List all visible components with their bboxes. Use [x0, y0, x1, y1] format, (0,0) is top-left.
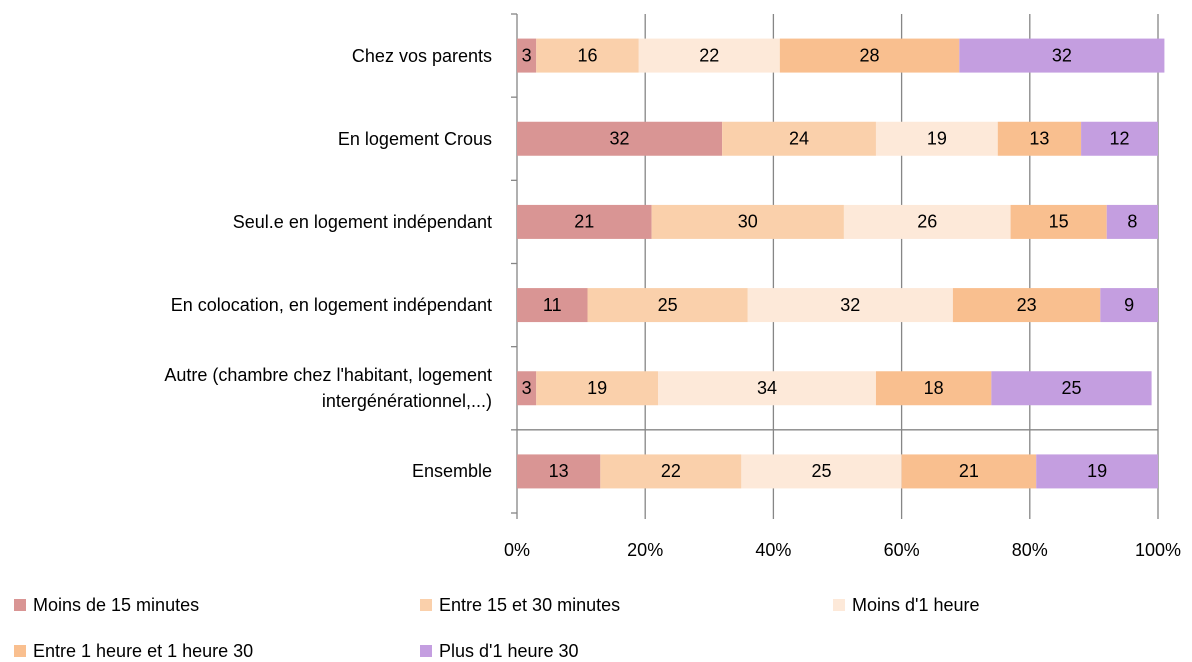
data-label: 15	[1049, 212, 1069, 232]
category-label: Autre (chambre chez l'habitant, logement…	[164, 365, 492, 412]
bar-segment	[901, 454, 1037, 489]
data-label: 12	[1110, 129, 1130, 149]
data-label: 19	[587, 378, 607, 398]
bar-segment	[991, 371, 1152, 406]
data-label: 16	[577, 45, 597, 65]
data-label: 18	[924, 378, 944, 398]
bar-segment	[875, 121, 998, 156]
data-label: 21	[959, 461, 979, 481]
data-label: 24	[789, 129, 809, 149]
bar-segment	[1106, 204, 1158, 239]
bar-segment	[843, 204, 1011, 239]
x-tick-label: 40%	[755, 540, 791, 560]
bar-segment	[517, 288, 588, 323]
bar-segment	[638, 38, 780, 73]
bar-segment	[1100, 288, 1158, 323]
x-tick-label: 0%	[504, 540, 530, 560]
legend-label: Moins d'1 heure	[852, 595, 980, 615]
data-label: 22	[699, 45, 719, 65]
bar-segment	[517, 204, 652, 239]
bar-segment	[517, 121, 723, 156]
bar-segment	[517, 371, 537, 406]
category-label: Ensemble	[411, 461, 492, 482]
data-label: 23	[1017, 295, 1037, 315]
bar-segment	[1081, 121, 1158, 156]
data-label: 3	[522, 45, 532, 65]
data-label: 11	[543, 295, 562, 315]
legend-label: Entre 1 heure et 1 heure 30	[33, 641, 253, 661]
data-label: 32	[840, 295, 860, 315]
x-tick-label: 60%	[884, 540, 920, 560]
bar-segment	[1010, 204, 1107, 239]
category-label: Chez vos parents	[351, 45, 492, 66]
data-label: 32	[1052, 45, 1072, 65]
legend-label: Moins de 15 minutes	[33, 595, 199, 615]
legend-swatch	[833, 599, 845, 611]
bar-segment	[779, 38, 960, 73]
bar-segment	[587, 288, 748, 323]
bar-segment	[536, 371, 659, 406]
bar-segment	[747, 288, 953, 323]
data-label: 25	[1061, 378, 1081, 398]
data-label: 19	[927, 129, 947, 149]
data-label: 19	[1087, 461, 1107, 481]
legend-swatch	[14, 645, 26, 657]
data-label: 30	[738, 212, 758, 232]
bar-segment	[1036, 454, 1158, 489]
data-label: 13	[549, 461, 569, 481]
category-label: Seul.e en logement indépendant	[232, 211, 492, 232]
bar-segment	[875, 371, 992, 406]
data-label: 9	[1124, 295, 1134, 315]
bar-segment	[651, 204, 844, 239]
data-label: 32	[610, 129, 630, 149]
bar-segment	[600, 454, 742, 489]
bar-segment	[536, 38, 639, 73]
data-label: 25	[811, 461, 831, 481]
data-label: 22	[661, 461, 681, 481]
bar-segment	[997, 121, 1082, 156]
data-label: 26	[917, 212, 937, 232]
legend-swatch	[420, 599, 432, 611]
legend-swatch	[420, 645, 432, 657]
legend-swatch	[14, 599, 26, 611]
data-label: 3	[522, 378, 532, 398]
bar-segment	[722, 121, 876, 156]
x-tick-label: 20%	[627, 540, 663, 560]
data-label: 34	[757, 378, 777, 398]
x-tick-label: 100%	[1135, 540, 1181, 560]
data-label: 8	[1127, 212, 1137, 232]
data-label: 13	[1029, 129, 1049, 149]
data-label: 28	[860, 45, 880, 65]
bar-segment	[517, 454, 601, 489]
bar-segment	[658, 371, 876, 406]
legend-label: Plus d'1 heure 30	[439, 641, 579, 661]
bar-segment	[952, 288, 1101, 323]
legend-label: Entre 15 et 30 minutes	[439, 595, 620, 615]
bar-segment	[959, 38, 1165, 73]
data-label: 21	[574, 212, 594, 232]
category-label: En logement Crous	[337, 128, 492, 149]
bar-segment	[741, 454, 902, 489]
x-tick-label: 80%	[1012, 540, 1048, 560]
data-label: 25	[658, 295, 678, 315]
bar-segment	[517, 38, 537, 73]
category-label: En colocation, en logement indépendant	[170, 295, 492, 316]
